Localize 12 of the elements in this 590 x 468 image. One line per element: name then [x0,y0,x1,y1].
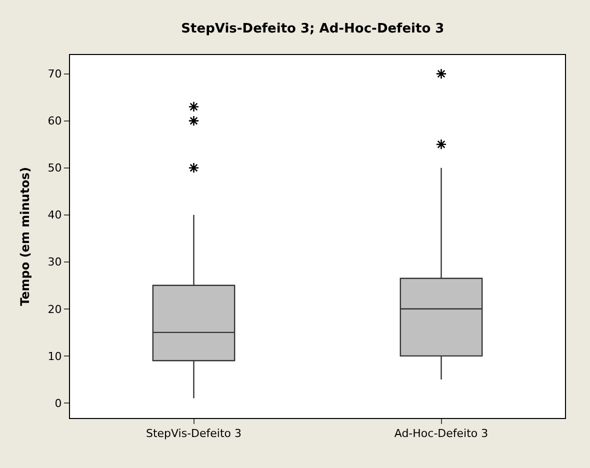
y-tick-label: 40 [48,208,62,222]
x-tick-label: Ad-Hoc-Defeito 3 [394,427,488,440]
y-tick-label: 50 [48,162,62,175]
y-axis-title: Tempo (em minutos) [18,167,32,306]
y-tick-label: 70 [48,68,62,81]
x-tick-label: StepVis-Defeito 3 [146,427,242,440]
y-tick-label: 30 [48,256,62,269]
y-tick-label: 0 [54,396,62,410]
y-tick-label: 20 [48,302,62,316]
chart-title: StepVis-Defeito 3; Ad-Hoc-Defeito 3 [181,22,444,36]
y-tick-label: 10 [48,350,62,363]
y-tick-label: 60 [48,114,62,128]
